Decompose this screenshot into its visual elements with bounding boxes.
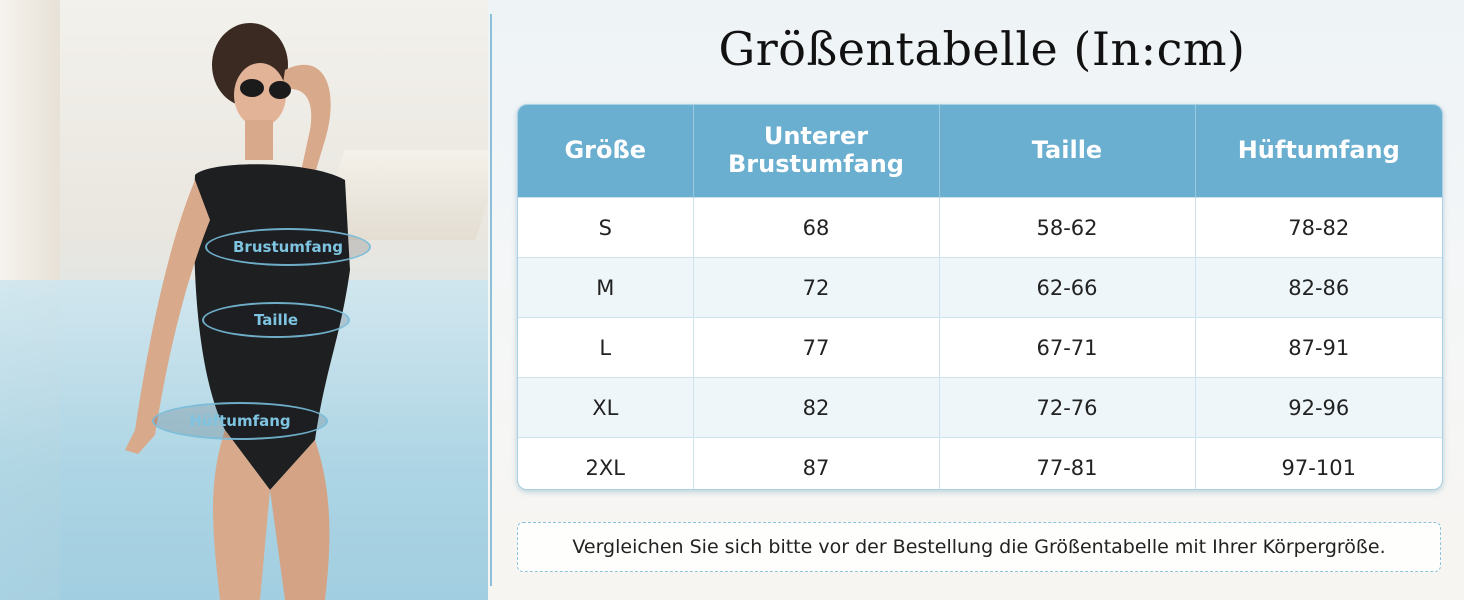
size-table: Größe Unterer Brustumfang Taille Hüftumf… [517,104,1443,490]
cell-hip: 92-96 [1195,377,1442,438]
bust-label: Brustumfang [205,228,371,266]
header-hip: Hüftumfang [1195,105,1442,198]
table-row: 2XL 87 77-81 97-101 [518,437,1442,489]
page-title: Größentabelle (In:cm) [718,22,1246,76]
model-photo: Brustumfang Taille Hüftumfang [0,0,488,600]
cell-size: 2XL [518,437,694,489]
cell-underbust: 72 [693,257,940,318]
cell-underbust: 82 [693,377,940,438]
table-header-row: Größe Unterer Brustumfang Taille Hüftumf… [518,105,1442,198]
cell-underbust: 87 [693,437,940,489]
cell-hip: 82-86 [1195,257,1442,318]
header-waist: Taille [939,105,1196,198]
table-row: XL 82 72-76 92-96 [518,377,1442,438]
header-size: Größe [518,105,694,198]
cell-size: S [518,197,694,258]
table-row: L 77 67-71 87-91 [518,317,1442,378]
table-row: S 68 58-62 78-82 [518,197,1442,258]
cell-hip: 78-82 [1195,197,1442,258]
cell-waist: 72-76 [939,377,1196,438]
header-underbust: Unterer Brustumfang [693,105,940,198]
table-row: M 72 62-66 82-86 [518,257,1442,318]
cell-size: M [518,257,694,318]
size-note: Vergleichen Sie sich bitte vor der Beste… [517,522,1441,572]
cell-waist: 77-81 [939,437,1196,489]
cell-hip: 97-101 [1195,437,1442,489]
cell-underbust: 77 [693,317,940,378]
cell-size: L [518,317,694,378]
waist-label: Taille [202,302,350,338]
hip-label: Hüftumfang [152,402,328,440]
cell-waist: 62-66 [939,257,1196,318]
cell-size: XL [518,377,694,438]
cell-underbust: 68 [693,197,940,258]
cell-waist: 58-62 [939,197,1196,258]
cell-hip: 87-91 [1195,317,1442,378]
vertical-divider [490,14,492,586]
cell-waist: 67-71 [939,317,1196,378]
header-underbust-label: Unterer Brustumfang [728,122,904,178]
